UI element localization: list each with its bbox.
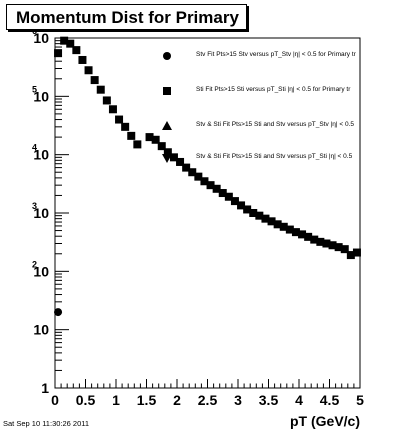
x-tick-label: 1.5	[137, 392, 157, 408]
square-data-point	[224, 192, 233, 201]
square-data-point	[316, 237, 325, 246]
square-data-point	[237, 201, 246, 210]
x-tick-label: 5	[356, 392, 364, 408]
square-data-point	[169, 153, 178, 162]
square-data-point	[346, 251, 355, 260]
square-data-point	[121, 122, 130, 131]
square-data-point	[334, 243, 343, 252]
square-data-point	[212, 184, 221, 193]
legend-label: Stv & Sti Fit Pts>15 Sti and Stv versus …	[196, 153, 353, 160]
circle-data-point	[54, 308, 63, 317]
legend-entry-2: Sti Fit Pts>15 Sti versus pT_Sti |η| < 0…	[156, 83, 400, 99]
timestamp: Sat Sep 10 11:30:26 2011	[3, 419, 90, 428]
square-data-point	[267, 217, 276, 226]
data-points	[54, 36, 361, 317]
square-data-point	[157, 142, 166, 151]
y-tick-label: 10	[33, 30, 49, 46]
y-tick-label: 10	[33, 322, 49, 338]
legend-label: Sti Fit Pts>15 Sti versus pT_Sti |η| < 0…	[196, 86, 351, 93]
x-tick-label: 0.5	[76, 392, 96, 408]
chart-title: Momentum Dist for Primary	[6, 4, 247, 30]
x-tick-label: 3	[234, 392, 242, 408]
square-data-point	[273, 220, 282, 229]
square-data-point	[255, 211, 264, 220]
square-data-point	[115, 115, 124, 124]
square-data-point	[243, 205, 252, 214]
square-data-point	[285, 225, 294, 234]
square-data-point	[176, 157, 185, 166]
y-tick-exponent: 4	[32, 143, 37, 153]
y-tick-exponent: 2	[32, 259, 37, 269]
legend: Stv Fit Pts>15 Stv versus pT_Stv |η| < 0…	[156, 44, 400, 174]
square-data-point	[230, 197, 239, 206]
square-data-point	[133, 140, 142, 149]
square-data-point	[145, 133, 154, 142]
square-data-point	[340, 245, 349, 254]
square-data-point	[298, 230, 307, 239]
square-data-point	[304, 232, 313, 241]
square-data-point	[78, 55, 87, 64]
square-data-point	[200, 177, 209, 186]
square-data-point	[188, 168, 197, 177]
y-tick-label: 10	[33, 88, 49, 104]
square-data-point	[84, 66, 93, 75]
square-data-point	[127, 131, 136, 140]
x-tick-label: 0	[51, 392, 59, 408]
square-data-point	[108, 105, 117, 114]
y-tick-exponent: 5	[32, 84, 37, 94]
square-data-point	[182, 163, 191, 172]
square-data-point	[310, 235, 319, 244]
legend-entry-1: Stv Fit Pts>15 Stv versus pT_Stv |η| < 0…	[156, 48, 400, 64]
square-data-point	[206, 181, 215, 190]
x-tick-label: 2.5	[198, 392, 218, 408]
square-data-point	[163, 148, 172, 157]
x-tick-label: 4.5	[320, 392, 340, 408]
square-data-point	[291, 228, 300, 237]
legend-label: Stv & Sti Fit Pts>15 Sti and Stv versus …	[196, 121, 355, 128]
square-data-point	[322, 239, 331, 248]
y-tick-exponent: 3	[32, 201, 37, 211]
y-tick-label: 10	[33, 147, 49, 163]
square-data-point	[261, 214, 270, 223]
square-data-point	[328, 241, 337, 250]
square-data-point	[54, 49, 63, 58]
square-data-point	[194, 172, 203, 181]
y-tick-label: 10	[33, 263, 49, 279]
square-data-point	[96, 85, 105, 94]
square-data-point	[249, 209, 258, 217]
circle-marker-icon	[163, 52, 171, 60]
x-tick-label: 2	[173, 392, 181, 408]
square-data-point	[279, 222, 288, 231]
legend-entry-3: Stv & Sti Fit Pts>15 Sti and Stv versus …	[156, 118, 400, 134]
square-data-point	[151, 135, 160, 144]
y-tick-label: 10	[33, 205, 49, 221]
legend-entry-4: Stv & Sti Fit Pts>15 Sti and Stv versus …	[156, 150, 400, 166]
square-data-point	[102, 96, 111, 105]
y-tick-exponent: 6	[32, 26, 37, 36]
legend-label: Stv Fit Pts>15 Stv versus pT_Stv |η| < 0…	[196, 51, 356, 58]
square-data-point	[218, 189, 227, 198]
triangle-down-marker-icon	[162, 154, 172, 163]
square-data-point	[66, 39, 75, 48]
x-tick-label: 1	[112, 392, 120, 408]
y-tick-label: 1	[41, 380, 49, 396]
triangle-up-marker-icon	[162, 121, 172, 130]
x-axis-title: pT (GeV/c)	[290, 413, 361, 429]
square-data-point	[60, 36, 69, 45]
square-data-point	[90, 76, 99, 85]
square-data-point	[352, 248, 361, 257]
square-data-point	[72, 46, 81, 55]
square-marker-icon	[163, 87, 171, 95]
x-tick-label: 4	[295, 392, 303, 408]
x-tick-label: 3.5	[259, 392, 279, 408]
